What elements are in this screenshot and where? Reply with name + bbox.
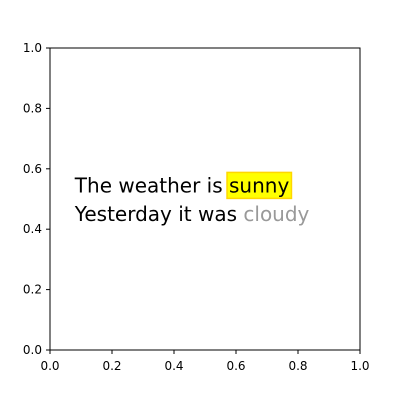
- x-tick-label: 0.8: [288, 359, 307, 373]
- annotation-prefix-2: Yesterday it was: [74, 202, 244, 226]
- x-tick-label: 0.4: [164, 359, 183, 373]
- y-tick-label: 0.6: [23, 162, 42, 176]
- x-tick-label: 1.0: [350, 359, 369, 373]
- annotation-line-1: The weather is sunny: [74, 173, 290, 197]
- y-tick-label: 0.4: [23, 222, 42, 236]
- sunny-highlight-box: [226, 171, 293, 200]
- y-tick-label: 0.2: [23, 283, 42, 297]
- annotation-highlight-cloudy: cloudy: [243, 202, 309, 226]
- x-tick-label: 0.2: [102, 359, 121, 373]
- x-tick-label: 0.0: [40, 359, 59, 373]
- annotation-line-2: Yesterday it was cloudy: [74, 202, 310, 226]
- y-axis: 0.0 0.2 0.4 0.6 0.8 1.0: [23, 41, 50, 357]
- y-tick-label: 0.8: [23, 101, 42, 115]
- annotation-cloudy: Yesterday it was cloudy: [74, 202, 310, 226]
- plot-frame: [49, 47, 361, 351]
- y-tick-label: 0.0: [23, 343, 42, 357]
- x-axis: 0.0 0.2 0.4 0.6 0.8 1.0: [40, 350, 370, 373]
- annotation-sunny: The weather is sunny: [74, 171, 293, 200]
- y-tick-label: 1.0: [23, 41, 42, 55]
- annotation-highlight-sunny: sunny: [229, 173, 289, 197]
- annotation-prefix-1: The weather is: [74, 173, 229, 197]
- x-tick-label: 0.6: [226, 359, 245, 373]
